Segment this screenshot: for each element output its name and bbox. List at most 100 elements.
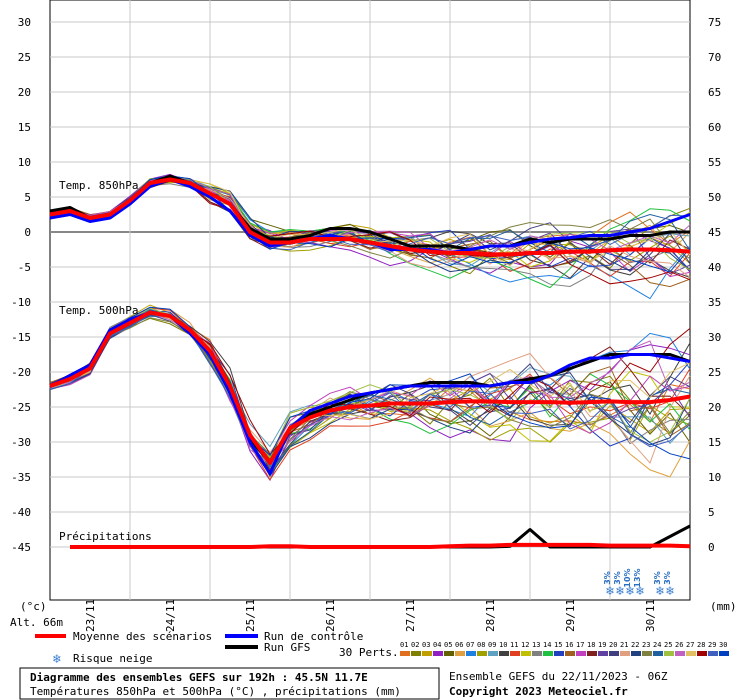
- right-tick-label: 75: [708, 16, 721, 29]
- x-axis: 23/11 24/11 25/11 26/11 27/11 28/11 29/11 30/11: [84, 599, 657, 632]
- pert-swatch: [598, 651, 608, 656]
- legend-snow-label: Risque neige: [73, 652, 152, 665]
- pert-swatch: [653, 651, 663, 656]
- snow-icon: ❄: [615, 584, 624, 599]
- right-tick-label: 30: [708, 331, 721, 344]
- right-tick-label: 0: [708, 541, 715, 554]
- snow-icon: ❄: [625, 584, 634, 599]
- series-precip-moyenne-des-scenarios: [70, 542, 691, 549]
- pert-number: 28: [697, 641, 705, 649]
- pert-number: 30: [719, 641, 727, 649]
- left-tick-label: -35: [11, 471, 31, 484]
- right-tick-label: 5: [708, 506, 715, 519]
- pert-swatch: [565, 651, 575, 656]
- legend-mean-label: Moyenne des scénarios: [73, 630, 212, 643]
- right-tick-label: 10: [708, 471, 721, 484]
- panel-label-t850: Temp. 850hPa: [59, 179, 138, 192]
- footer-run: Ensemble GEFS du 22/11/2023 - 06Z: [449, 670, 668, 683]
- pert-number: 13: [532, 641, 540, 649]
- panel-label-t500: Temp. 500hPa: [59, 304, 138, 317]
- pert-number: 01: [400, 641, 408, 649]
- left-tick-label: -30: [11, 436, 31, 449]
- pert-swatch: [444, 651, 454, 656]
- pert-number: 24: [653, 641, 661, 649]
- snow-risk-markers: 3%❄3%❄10%❄13%❄3%❄3%❄: [603, 568, 674, 599]
- legend-control-label: Run de contrôle: [264, 630, 363, 643]
- right-tick-label: 20: [708, 401, 721, 414]
- pert-swatch: [521, 651, 531, 656]
- pert-swatch: [400, 651, 410, 656]
- left-tick-label: -20: [11, 366, 31, 379]
- right-tick-label: 50: [708, 191, 721, 204]
- pert-swatch: [664, 651, 674, 656]
- member-line-15: [49, 310, 691, 467]
- left-tick-label: 20: [18, 86, 31, 99]
- right-tick-label: 55: [708, 156, 721, 169]
- member-line-30: [49, 175, 691, 273]
- pert-number: 02: [411, 641, 419, 649]
- pert-swatch: [532, 651, 542, 656]
- left-axis: 30 25 20 15 10 5 0 -5 -10 -15 -20 -25 -30 -35 -40 -45: [11, 16, 31, 554]
- left-tick-label: 5: [24, 191, 31, 204]
- pert-swatch: [620, 651, 630, 656]
- pert-swatch: [642, 651, 652, 656]
- right-tick-label: 60: [708, 121, 721, 134]
- snow-icon: ❄: [605, 584, 614, 599]
- right-tick-label: 65: [708, 86, 721, 99]
- left-tick-label: 30: [18, 16, 31, 29]
- pert-number: 11: [510, 641, 518, 649]
- left-tick-label: -45: [11, 541, 31, 554]
- x-tick-label: 29/11: [564, 599, 577, 632]
- pert-number: 15: [554, 641, 562, 649]
- pert-number: 12: [521, 641, 529, 649]
- pert-number: 06: [455, 641, 463, 649]
- x-tick-label: 30/11: [644, 599, 657, 632]
- snow-icon: ❄: [52, 652, 61, 667]
- member-line-04: [49, 173, 691, 274]
- pert-swatch: [499, 651, 509, 656]
- pert-swatch: [675, 651, 685, 656]
- right-tick-label: 25: [708, 366, 721, 379]
- snow-icon: ❄: [665, 584, 674, 599]
- pert-swatch: [554, 651, 564, 656]
- panel-label-precip: Précipitations: [59, 530, 152, 543]
- x-tick-label: 25/11: [244, 599, 257, 632]
- pert-swatch: [488, 651, 498, 656]
- pert-number: 05: [444, 641, 452, 649]
- right-tick-label: 35: [708, 296, 721, 309]
- pert-number: 19: [598, 641, 606, 649]
- footer-subtitle: Températures 850hPa et 500hPa (°C) , pré…: [30, 685, 401, 698]
- pert-number: 21: [620, 641, 628, 649]
- snow-risk-label: 3%: [603, 571, 612, 585]
- pert-swatch: [455, 651, 465, 656]
- pert-number: 23: [642, 641, 650, 649]
- pert-swatch: [422, 651, 432, 656]
- member-line-24: [49, 315, 691, 474]
- altitude-label: Alt. 66m: [10, 616, 63, 629]
- pert-swatch: [719, 651, 729, 656]
- pert-swatch: [697, 651, 707, 656]
- series-t850-moyenne-des-scenarios: [49, 177, 691, 257]
- pert-number: 04: [433, 641, 441, 649]
- pert-number: 22: [631, 641, 639, 649]
- right-tick-label: 40: [708, 261, 721, 274]
- member-line-30: [49, 306, 691, 460]
- right-tick-label: 70: [708, 51, 721, 64]
- legend: Moyenne des scénarios Run de contrôle Ru…: [35, 630, 729, 667]
- pert-number: 25: [664, 641, 672, 649]
- pert-swatch: [708, 651, 718, 656]
- pert-swatch: [543, 651, 553, 656]
- snow-risk-label: 3%: [653, 571, 662, 585]
- pert-swatch: [466, 651, 476, 656]
- left-axis-unit: (°c): [20, 600, 47, 613]
- pert-swatch: [631, 651, 641, 656]
- left-tick-label: 10: [18, 156, 31, 169]
- member-line-11: [49, 307, 691, 481]
- right-tick-label: 15: [708, 436, 721, 449]
- footer-title: Diagramme des ensembles GEFS sur 192h : …: [30, 671, 368, 684]
- pert-number: 18: [587, 641, 595, 649]
- pert-number: 14: [543, 641, 551, 649]
- pert-number: 26: [675, 641, 683, 649]
- perturbation-legend: 01 02 03 04 05 06 07 08 09 10 11 12 13 14 15 16 17 18 19 20…: [400, 641, 729, 656]
